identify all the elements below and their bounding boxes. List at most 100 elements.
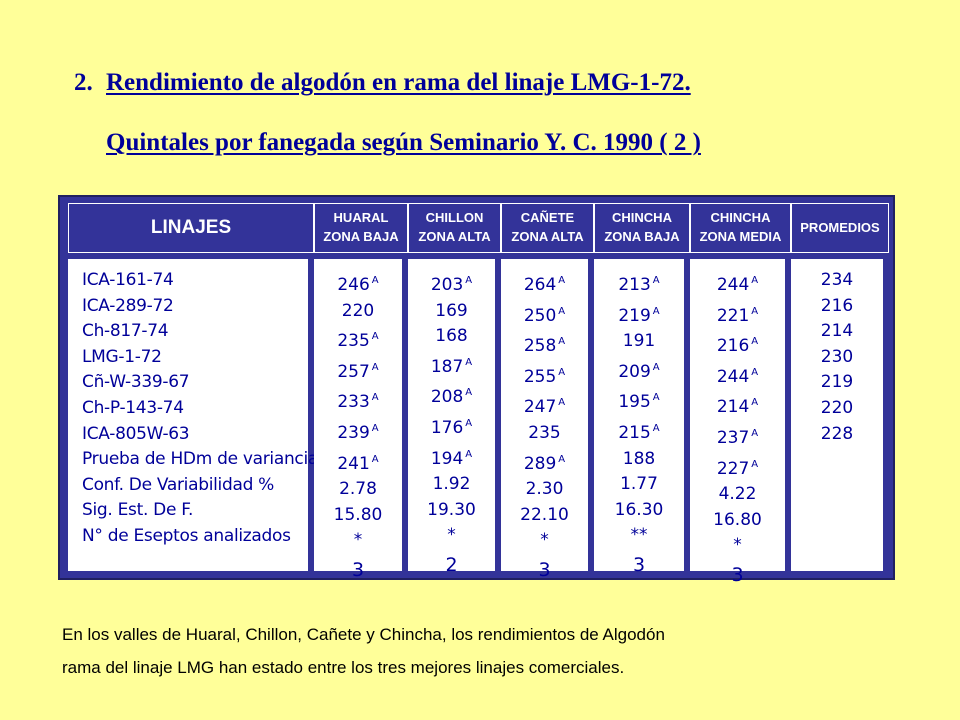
row-label: Ch-P-143-74	[82, 397, 184, 418]
cell-value: 1.77	[620, 474, 658, 495]
cell-significance-marker: A	[371, 422, 379, 434]
cell-value: 168	[435, 326, 468, 347]
title-number: 2.	[74, 69, 93, 96]
cell-significance-marker: A	[652, 422, 660, 434]
cell-value: 3	[731, 563, 744, 586]
table-cell: 289 A	[501, 447, 588, 478]
header-promedios-label: PROMEDIOS	[800, 219, 880, 235]
header-col-line1: CHINCHA	[710, 210, 771, 226]
cell-significance-marker: A	[371, 453, 379, 465]
cell-value: 237	[716, 427, 750, 448]
cell-value: 191	[622, 331, 656, 352]
table-cell: 168	[408, 324, 495, 350]
body-col-canete: 264 A 250 A 258 A 255 A 247 A 235 289 A 2.30 22.10 * 3	[501, 259, 588, 581]
table-cell: 169	[408, 299, 495, 325]
header-col-line1: CAÑETE	[520, 210, 575, 226]
cell-significance-marker: A	[652, 305, 660, 317]
data-column: 244 A 221 A 216 A 244 A 214 A 237 A 227 A 4.22 16.80 * 3	[690, 268, 785, 589]
table-cell: 244 A	[690, 360, 785, 391]
table-cell: 257 A	[314, 355, 402, 386]
row-label: Ch-817-74	[82, 321, 169, 342]
cell-value: 203	[430, 275, 464, 295]
table-cell: 195 A	[594, 385, 684, 416]
cell-value: *	[353, 530, 363, 551]
cell-significance-marker: A	[652, 275, 660, 286]
cell-value: 220	[341, 300, 375, 321]
promedio-value: 220	[820, 397, 854, 418]
header-col-line1: HUARAL	[333, 210, 389, 226]
cell-significance-marker: A	[751, 397, 759, 409]
cell-value: 216	[716, 336, 750, 357]
header-col-line2: ZONA MEDIA	[699, 229, 782, 244]
table-cell: 22.10	[501, 503, 588, 529]
cell-value: 187	[430, 356, 464, 377]
cell-value: 258	[523, 336, 557, 357]
title-line-1: 2. Rendimiento de algodón en rama del lin…	[74, 70, 691, 95]
summary-paragraph: En los valles de Huaral, Chillon, Cañete…	[62, 618, 912, 684]
table-cell: 3	[501, 558, 588, 584]
table-cell: 209 A	[594, 355, 684, 386]
cell-significance-marker: A	[558, 366, 566, 378]
table-cell: 194 A	[408, 442, 495, 473]
cell-value: **	[630, 525, 648, 546]
table-cell: 4.22	[690, 482, 785, 508]
header-col-huaral: HUARAL ZONA BAJA	[314, 203, 408, 253]
header-col-chincha-media: CHINCHA ZONA MEDIA	[690, 203, 791, 253]
cell-value: 214	[716, 397, 750, 418]
cell-value: 2.30	[525, 479, 564, 500]
table-cell: 2.78	[314, 477, 402, 503]
cell-significance-marker: A	[465, 275, 473, 286]
cell-value: 244	[716, 275, 750, 295]
cell-significance-marker: A	[558, 453, 566, 465]
promedios-column: 234 216 214 230 219 220 228	[791, 268, 883, 447]
cell-value: 213	[618, 275, 651, 295]
header-col-chillon: CHILLON ZONA ALTA	[408, 203, 501, 253]
table-cell: 3	[314, 558, 402, 584]
table-cell: 188	[594, 447, 684, 473]
cell-significance-marker: A	[371, 361, 379, 373]
table-cell: 235 A	[314, 324, 402, 355]
cell-value: 194	[430, 448, 464, 469]
cell-significance-marker: A	[558, 275, 566, 286]
table-cell: 219 A	[594, 299, 684, 330]
table-cell: 3	[690, 563, 785, 589]
data-column: 203 A 169 168 187 A 208 A 176 A 194 A 1.92 19.30 * 2	[408, 268, 495, 579]
title-text-1: Rendimiento de algodón en rama del linaj…	[106, 69, 691, 96]
table-cell: 16.80	[690, 508, 785, 534]
table-cell: 3	[594, 553, 684, 579]
cell-significance-marker: A	[465, 356, 473, 368]
cell-value: 4.22	[718, 484, 757, 505]
cell-significance-marker: A	[751, 427, 759, 439]
table-cell: 191	[594, 329, 684, 355]
cell-value: 244	[716, 366, 750, 387]
row-label: N° de Eseptos analizados	[82, 525, 291, 546]
title-line-2: Quintales por fanegada según Seminario Y…	[106, 130, 701, 155]
table-cell: 1.92	[408, 472, 495, 498]
data-column: 246 A 220 235 A 257 A 233 A 239 A 241 A 2.78 15.80 * 3	[314, 268, 402, 584]
table-cell: *	[501, 528, 588, 554]
cell-value: 264	[523, 275, 557, 295]
cell-significance-marker: A	[652, 392, 660, 404]
table-cell: 221 A	[690, 299, 785, 330]
promedio-value: 219	[820, 372, 854, 393]
row-label: ICA-289-72	[82, 295, 174, 316]
table-cell: 237 A	[690, 421, 785, 452]
table-cell: 16.30	[594, 498, 684, 524]
cell-value: 19.30	[427, 499, 476, 520]
header-col-line2: ZONA ALTA	[418, 229, 491, 244]
cell-significance-marker: A	[751, 336, 759, 348]
cell-significance-marker: A	[558, 397, 566, 409]
cell-significance-marker: A	[751, 458, 759, 470]
cell-significance-marker: A	[371, 392, 379, 404]
cell-significance-marker: A	[371, 275, 379, 286]
summary-line-1: En los valles de Huaral, Chillon, Cañete…	[62, 625, 665, 644]
data-column: 213 A 219 A 191 209 A 195 A 215 A 188 1.77 16.30 ** 3	[594, 268, 684, 579]
cell-value: 219	[618, 305, 651, 326]
table-cell: 2	[408, 553, 495, 579]
body-col-chillon: 203 A 169 168 187 A 208 A 176 A 194 A 1.92 19.30 * 2	[408, 259, 495, 576]
cell-value: 22.10	[520, 504, 569, 525]
header-linajes: LINAJES	[68, 203, 314, 253]
summary-line-2: rama del linaje LMG han estado entre los…	[62, 658, 625, 677]
table-cell: 213 A	[594, 268, 684, 299]
cell-value: 3	[632, 553, 646, 576]
